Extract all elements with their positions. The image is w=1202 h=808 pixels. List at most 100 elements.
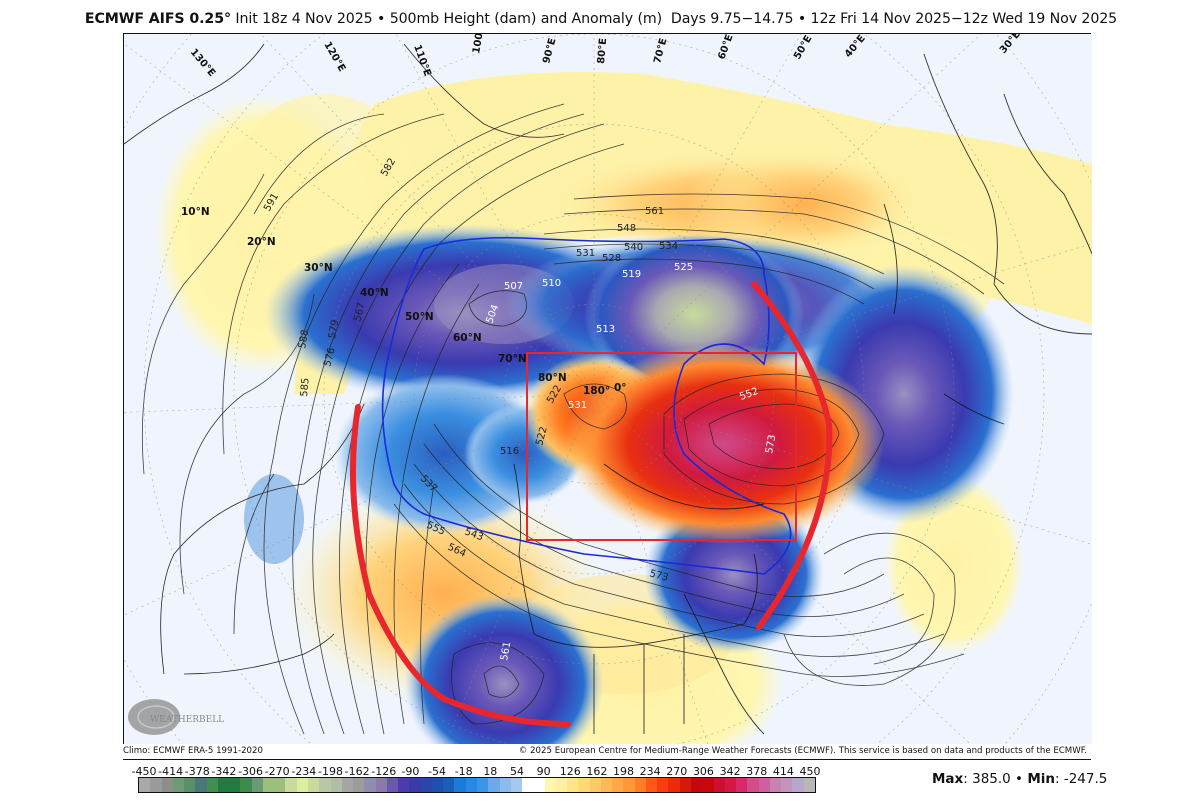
contour-label: 561: [645, 206, 664, 217]
colorbar-swatch: [364, 778, 376, 792]
colorbar-swatch: [679, 778, 692, 792]
colorbar-tick-label: -54: [428, 765, 447, 778]
colorbar-swatch: [454, 778, 466, 792]
colorbar-tick-label: -306: [238, 765, 264, 778]
map-graphic: 10°N 20°N 30°N 40°N 50°N 60°N 70°N 80°N …: [124, 34, 1092, 744]
colorbar-swatch: [781, 778, 793, 792]
colorbar-tick-labels: -450 -414 -378 -342 -306 -270 -234 -198 -162 -126…: [132, 765, 821, 778]
colorbar-swatch: [307, 778, 320, 792]
colorbar-swatch: [724, 778, 737, 792]
lon-label-90e: 90°E: [541, 37, 558, 65]
lat-label-20n: 20°N: [247, 236, 276, 248]
colorbar-swatch: [240, 778, 252, 792]
colorbar-swatch: [296, 778, 308, 792]
lat-label-80n: 80°N: [538, 372, 567, 384]
min-label: Min: [1027, 771, 1055, 787]
colorbar-swatch: [555, 778, 568, 792]
colorbar-swatch: [274, 778, 286, 792]
colorbar-swatch: [713, 778, 725, 792]
min-value: : -247.5: [1055, 771, 1108, 787]
colorbar-tick-label: -198: [317, 765, 343, 778]
contour-label: 525: [674, 262, 693, 273]
contour-label: 573: [764, 434, 778, 455]
title-divider: [123, 33, 1091, 34]
colorbar-tick-label: -126: [371, 765, 397, 778]
colorbar-swatch: [612, 778, 624, 792]
colorbar-tick-label: 270: [666, 765, 688, 778]
colorbar-swatch: [184, 778, 196, 792]
colorbar-swatch: [623, 778, 635, 792]
max-label: Max: [932, 771, 964, 787]
contour-label: 528: [602, 253, 621, 264]
colorbar-swatch: [150, 778, 162, 792]
colorbar-swatch: [319, 778, 331, 792]
contour-label: 516: [500, 446, 519, 457]
watermark-text: WEATHERBELL: [150, 715, 224, 725]
contour-label: 573: [648, 568, 669, 584]
colorbar-swatch: [251, 778, 263, 792]
contour-label: 507: [504, 281, 523, 292]
colorbar-swatch: [792, 778, 804, 792]
colorbar-tick-label: 90: [536, 765, 551, 778]
colorbar-tick-label: 450: [799, 765, 821, 778]
footer-divider: [123, 759, 1091, 760]
colorbar-tick-label: 234: [639, 765, 661, 778]
valid-period: 12z Fri 14 Nov 2025−12z Wed 19 Nov 2025: [810, 11, 1118, 27]
colorbar-swatch: [657, 778, 669, 792]
credit-row: Climo: ECMWF ERA-5 1991-2020 © 2025 Euro…: [123, 745, 1091, 758]
contour-label: 579: [327, 319, 341, 340]
colorbar-swatch: [533, 778, 545, 792]
climo-credit: Climo: ECMWF ERA-5 1991-2020: [123, 746, 263, 756]
contour-label: 519: [622, 269, 641, 280]
contour-label: 588: [297, 329, 311, 350]
field-description: 500mb Height (dam) and Anomaly (m): [389, 11, 663, 27]
contour-label: 561: [499, 641, 513, 662]
colorbar-tick-label: -414: [158, 765, 184, 778]
lon-label-50e: 50°E: [792, 34, 814, 62]
contour-label: 522: [534, 425, 550, 446]
colorbar-tick-label: -90: [401, 765, 420, 778]
colorbar-tick-label: -162: [344, 765, 370, 778]
lat-label-60n: 60°N: [453, 332, 482, 344]
lat-label-40n: 40°N: [360, 287, 389, 299]
lat-label-30n: 30°N: [304, 262, 333, 274]
colorbar-swatch: [139, 778, 151, 792]
init-time: Init 18z 4 Nov 2025: [235, 11, 373, 27]
lon-label-70e: 70°E: [652, 37, 669, 65]
colorbar-tick-label: 414: [772, 765, 794, 778]
lat-label-50n: 50°N: [405, 311, 434, 323]
chart-title: ECMWF AIFS 0.25° Init 18z 4 Nov 2025 • 5…: [0, 11, 1202, 27]
contour-label: 576: [322, 346, 338, 367]
colorbar-swatch: [567, 778, 579, 792]
colorbar-swatch: [206, 778, 218, 792]
colorbar-swatch: [262, 778, 275, 792]
lon-label-120e: 120°E: [321, 40, 347, 74]
contour-label: 585: [299, 377, 312, 397]
title-separator: •: [797, 11, 807, 27]
colorbar-tick-label: 378: [746, 765, 768, 778]
lon-label-130e: 130°E: [188, 47, 218, 79]
colorbar-swatch: [341, 778, 354, 792]
weatherbell-logo: WEATHERBELL: [128, 699, 224, 735]
colorbar-swatch: [353, 778, 365, 792]
colorbar-tick-label: 126: [559, 765, 581, 778]
colorbar-swatch: [330, 778, 342, 792]
lat-label-10n: 10°N: [181, 206, 210, 218]
colorbar-tick-label: 306: [692, 765, 714, 778]
title-separator: •: [376, 11, 386, 27]
colorbar-tick-label: -450: [131, 765, 157, 778]
colorbar-swatch: [431, 778, 444, 792]
colorbar-swatch: [803, 778, 815, 792]
lon-label-80e: 80°E: [596, 37, 609, 64]
colorbar-swatch: [522, 778, 534, 792]
contour-label: 534: [659, 241, 678, 252]
colorbar-swatch: [747, 778, 759, 792]
colorbar-swatch: [544, 778, 556, 792]
colorbar-tick-label: -234: [291, 765, 317, 778]
colorbar-tick-label: -18: [454, 765, 473, 778]
lon-label-180: 180°: [583, 385, 610, 397]
colorbar-swatch: [499, 778, 511, 792]
forecast-days: Days 9.75−14.75: [670, 11, 794, 27]
colorbar-tick-label: -378: [184, 765, 210, 778]
colorbar-swatch: [161, 778, 173, 792]
